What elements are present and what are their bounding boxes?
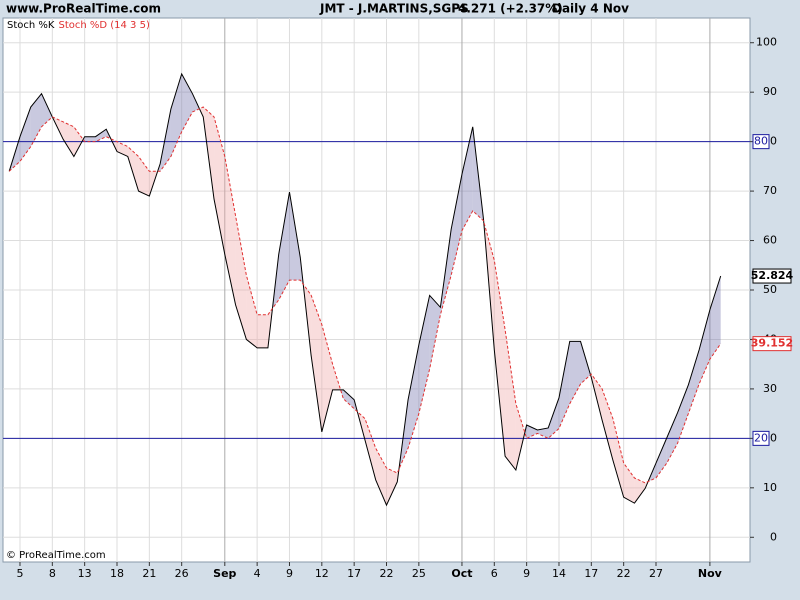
- last-value-box: [752, 336, 792, 352]
- fill-band: [19, 107, 31, 162]
- fill-band: [709, 276, 721, 360]
- last-value-box: [752, 268, 792, 284]
- fill-band: [343, 389, 355, 409]
- fill-band: [138, 156, 150, 197]
- fill-band: [408, 344, 419, 449]
- fill-band: [580, 341, 591, 384]
- series-line: [8, 106, 722, 484]
- fill-band: [688, 349, 700, 414]
- x-tick-label: 13: [78, 567, 92, 580]
- series-line: [8, 72, 722, 507]
- fill-band: [699, 309, 710, 384]
- y-tick-label: 60: [763, 234, 777, 247]
- x-tick-label: 27: [649, 567, 663, 580]
- legend-entry: Stoch %D (14 3 5): [58, 20, 149, 31]
- fill-band: [461, 126, 473, 231]
- fill-band: [386, 468, 398, 506]
- fill-band: [30, 93, 42, 147]
- fill-band: [278, 192, 290, 300]
- fill-band: [246, 275, 258, 348]
- x-tick-label: 5: [16, 567, 23, 580]
- y-tick-label: 100: [756, 36, 777, 49]
- fill-band: [451, 174, 462, 276]
- x-tick-label: Sep: [213, 567, 236, 580]
- site-name: www.ProRealTime.com: [6, 2, 161, 16]
- quote: 4.271 (+2.37%): [458, 2, 563, 16]
- fill-band: [127, 146, 139, 192]
- fill-band: [515, 403, 525, 471]
- fill-band: [526, 425, 538, 439]
- plot-layer: [3, 18, 750, 562]
- x-tick-label: 4: [254, 567, 261, 580]
- level-label: 80: [754, 135, 768, 148]
- x-tick-label: 18: [110, 567, 124, 580]
- fill-band: [289, 192, 301, 281]
- fill-band: [364, 418, 376, 480]
- fill-band: [418, 295, 430, 414]
- fill-band: [170, 73, 182, 157]
- fill-band: [548, 397, 559, 439]
- x-tick-label: 9: [286, 567, 293, 580]
- x-tick-label: Oct: [451, 567, 472, 580]
- fill-band: [235, 215, 247, 340]
- fill-band: [558, 341, 570, 429]
- fill-band: [429, 295, 441, 370]
- period: Daily 4 Nov: [552, 2, 629, 16]
- level-box: [752, 134, 770, 150]
- y-tick-label: 70: [763, 184, 777, 197]
- fill-band: [321, 324, 333, 432]
- x-tick-label: 17: [584, 567, 598, 580]
- fill-band: [494, 260, 506, 457]
- fill-band: [257, 314, 268, 348]
- x-tick-label: Nov: [698, 567, 723, 580]
- fill-band: [537, 427, 549, 439]
- x-tick-label: 25: [412, 567, 426, 580]
- fill-band: [95, 129, 107, 142]
- y-tick-label: 10: [763, 481, 777, 494]
- chart-title: JMT - J.MARTINS,SGPS: [319, 2, 469, 16]
- legend-entry: Stoch %K: [7, 20, 55, 31]
- y-tick-label: 30: [763, 382, 777, 395]
- fill-band: [224, 156, 236, 305]
- fill-band: [602, 388, 613, 461]
- level-label: 20: [754, 431, 768, 444]
- x-tick-label: 14: [552, 567, 566, 580]
- x-tick-label: 8: [49, 567, 56, 580]
- fill-band: [311, 294, 322, 432]
- last-value-label: 39.152: [751, 337, 793, 350]
- fill-band: [214, 116, 225, 255]
- x-tick-label: 22: [617, 567, 631, 580]
- x-tick-label: 17: [347, 567, 361, 580]
- fill-band: [623, 463, 635, 504]
- fill-band: [84, 136, 96, 142]
- y-tick-label: 50: [763, 283, 777, 296]
- y-tick-label: 90: [763, 85, 777, 98]
- fill-band: [505, 329, 516, 471]
- fill-band: [634, 477, 646, 504]
- x-tick-label: 9: [523, 567, 530, 580]
- last-value-label: 52.824: [751, 269, 794, 282]
- copyright: © ProRealTime.com: [6, 550, 106, 561]
- fill-band: [181, 73, 193, 132]
- fill-band: [677, 384, 689, 444]
- y-tick-label: 0: [770, 530, 777, 543]
- x-tick-label: 26: [175, 567, 189, 580]
- x-tick-label: 21: [142, 567, 156, 580]
- fill-band: [375, 448, 387, 506]
- fill-band: [41, 93, 53, 127]
- level-box: [752, 430, 770, 446]
- x-tick-label: 6: [491, 567, 498, 580]
- x-tick-label: 12: [315, 567, 329, 580]
- x-tick-label: 22: [380, 567, 394, 580]
- fill-band: [656, 437, 667, 478]
- fill-band: [63, 121, 74, 157]
